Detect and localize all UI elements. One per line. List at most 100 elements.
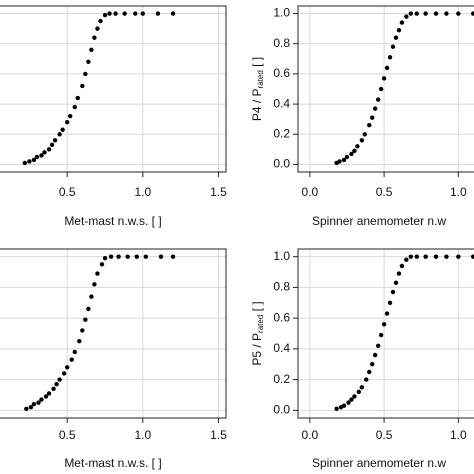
y-tick-label: 0.0: [273, 402, 290, 416]
y-tick-label: 0.4: [273, 341, 290, 355]
point: [433, 11, 439, 16]
y-tick-label: 0.2: [273, 372, 290, 386]
point: [390, 289, 396, 295]
point: [80, 328, 85, 333]
point: [433, 254, 439, 259]
point: [89, 47, 94, 52]
point: [108, 254, 114, 259]
point: [72, 104, 77, 110]
point: [61, 371, 67, 376]
y-tick-label: 0.2: [273, 126, 290, 140]
point: [113, 11, 118, 16]
y-label-sub: rated: [256, 70, 265, 88]
point: [69, 357, 74, 362]
point: [359, 385, 365, 390]
point: [83, 317, 88, 322]
x-tick-label: 1.0: [450, 185, 467, 199]
point: [381, 322, 387, 327]
plot-frame: [297, 248, 474, 419]
point: [352, 148, 357, 154]
point: [158, 254, 164, 259]
point: [86, 59, 91, 65]
plot-frame: [0, 5, 227, 173]
y-tick-label: 0.8: [273, 280, 290, 294]
point: [341, 157, 347, 163]
point: [140, 11, 146, 16]
point: [170, 11, 176, 16]
y-label-main: P4 / P: [250, 88, 264, 121]
point: [31, 157, 37, 163]
point: [89, 294, 94, 299]
y-label-end: [ ]: [250, 57, 264, 70]
x-tick-label: 1.0: [134, 428, 151, 442]
point: [381, 76, 387, 81]
point: [125, 254, 130, 259]
point: [122, 11, 127, 16]
point: [52, 138, 58, 143]
point: [143, 254, 149, 259]
point: [399, 20, 405, 25]
point: [49, 142, 55, 148]
point: [408, 11, 414, 16]
point: [116, 254, 121, 259]
point: [367, 369, 372, 375]
x-tick-label: 0.5: [59, 185, 76, 199]
plot-frame: [297, 5, 474, 173]
point: [22, 160, 28, 166]
y-tick-label: 0.6: [273, 310, 290, 324]
point: [68, 113, 73, 119]
point: [393, 35, 399, 40]
point: [370, 115, 375, 120]
point: [456, 254, 461, 259]
point: [34, 154, 40, 160]
point: [92, 282, 97, 287]
point: [414, 11, 419, 16]
x-tick-label: 0.5: [59, 428, 76, 442]
point: [95, 271, 100, 276]
point: [102, 12, 108, 18]
point: [352, 394, 357, 399]
x-axis-label: Met-mast n.w.s. [ ]: [64, 214, 161, 228]
point: [99, 262, 105, 267]
point: [43, 394, 49, 399]
point: [92, 35, 97, 40]
point: [349, 397, 354, 402]
y-label-sub: rated: [256, 315, 265, 333]
y-axis-label: P4 / Prated [ ]: [250, 57, 265, 121]
point: [387, 300, 393, 305]
point: [80, 83, 85, 89]
point: [346, 400, 351, 405]
point: [341, 403, 347, 408]
x-axis-label: Met-mast n.w.s. [ ]: [64, 456, 161, 470]
x-tick-label: 0.0: [302, 428, 319, 442]
x-axis-label: Spinner anemometer n.w: [312, 214, 446, 228]
point: [98, 18, 103, 24]
x-axis-label: Spinner anemometer n.w: [312, 456, 446, 470]
point: [51, 386, 56, 392]
point: [444, 254, 449, 259]
x-tick-label: 1.5: [210, 428, 227, 442]
y-tick-label: 0.4: [273, 96, 290, 110]
point: [356, 389, 362, 395]
point: [372, 352, 378, 358]
point: [54, 382, 59, 387]
point: [344, 154, 350, 160]
point: [359, 138, 365, 143]
point: [404, 257, 409, 262]
point: [423, 254, 428, 259]
point: [107, 11, 112, 16]
x-tick-label: 0.5: [376, 185, 393, 199]
plot-frame: [0, 248, 227, 419]
x-tick-label: 1.5: [210, 185, 227, 199]
point: [46, 391, 52, 396]
point: [384, 65, 390, 71]
point: [77, 338, 82, 344]
point: [39, 397, 44, 402]
point: [36, 400, 41, 405]
point: [337, 159, 342, 164]
panel: 0.0 0.2 0.4 0.6 0.8 1.0 0.0 0.5 1.0 Spinner anemo…: [250, 5, 474, 228]
y-label-main: P5 / P: [250, 333, 264, 366]
point: [95, 26, 100, 31]
y-tick-label: 0.6: [273, 66, 290, 80]
